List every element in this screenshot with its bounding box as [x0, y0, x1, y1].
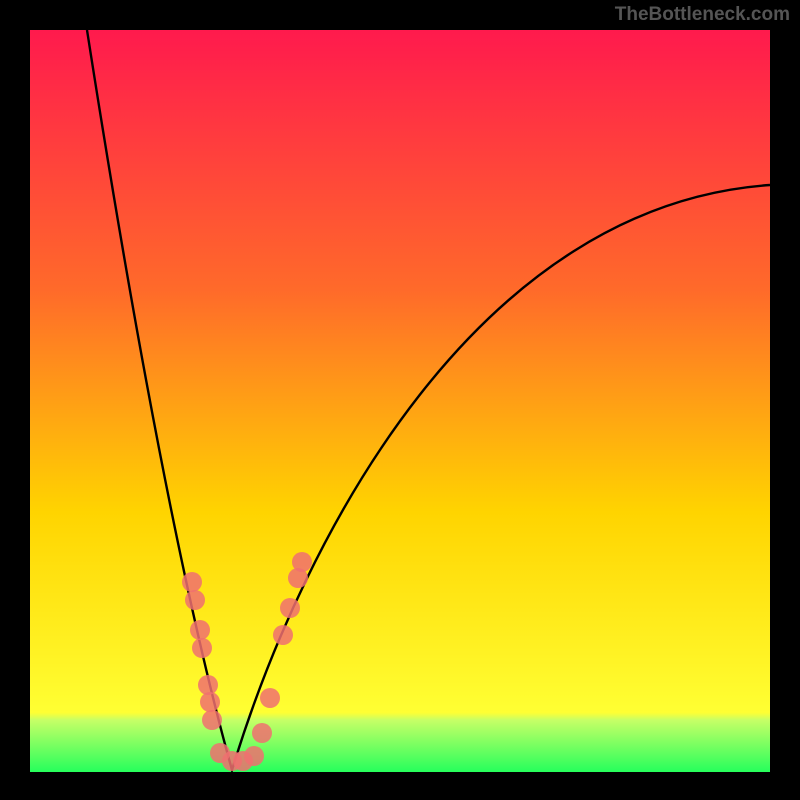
- marker-dot: [202, 710, 222, 730]
- marker-dot: [280, 598, 300, 618]
- markers-group: [182, 552, 312, 771]
- marker-dot: [244, 746, 264, 766]
- marker-dot: [198, 675, 218, 695]
- watermark-text: TheBottleneck.com: [615, 4, 790, 26]
- marker-dot: [252, 723, 272, 743]
- marker-dot: [182, 572, 202, 592]
- marker-dot: [190, 620, 210, 640]
- marker-dot: [185, 590, 205, 610]
- marker-dot: [200, 692, 220, 712]
- marker-dot: [292, 552, 312, 572]
- plot-area: [30, 30, 770, 772]
- marker-dot: [260, 688, 280, 708]
- marker-dot: [273, 625, 293, 645]
- marker-dot: [192, 638, 212, 658]
- chart-svg: [30, 30, 770, 772]
- bottleneck-curve: [87, 30, 770, 770]
